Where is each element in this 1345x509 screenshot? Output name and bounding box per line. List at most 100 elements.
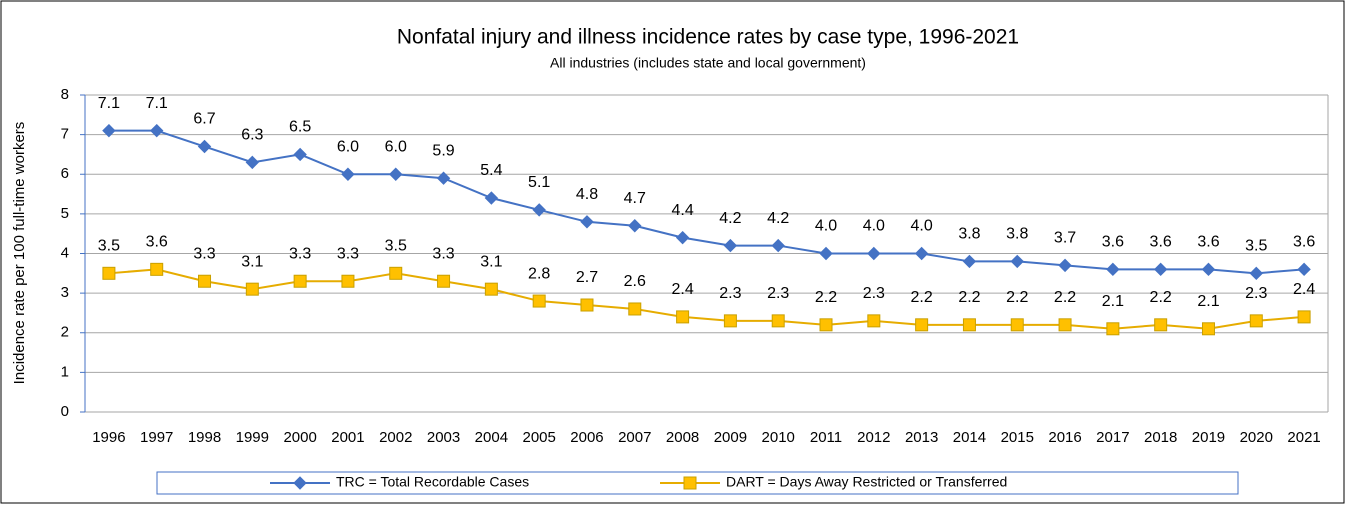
data-label: 7.1 (146, 95, 168, 112)
x-tick-label: 2019 (1192, 429, 1225, 446)
x-tick-label: 1998 (188, 429, 221, 446)
data-label: 4.0 (815, 218, 837, 235)
x-tick-label: 2002 (379, 429, 412, 446)
y-tick-label: 3 (61, 284, 69, 301)
x-tick-label: 2013 (905, 429, 938, 446)
x-tick-label: 2003 (427, 429, 460, 446)
data-label: 3.7 (1054, 230, 1076, 247)
y-tick-label: 0 (61, 403, 69, 420)
x-tick-label: 2005 (522, 429, 555, 446)
x-tick-label: 2011 (810, 429, 842, 446)
data-label: 5.4 (480, 162, 502, 179)
data-point (102, 123, 116, 138)
data-point (723, 314, 737, 328)
data-label: 3.6 (1150, 234, 1172, 251)
x-tick-label: 2016 (1048, 429, 1081, 446)
data-point (1010, 318, 1024, 332)
data-point (771, 238, 785, 253)
x-tick-label: 2014 (953, 429, 986, 446)
x-tick-label: 2018 (1144, 429, 1177, 446)
data-label: 3.5 (385, 238, 407, 255)
data-point (819, 246, 833, 261)
data-point (389, 167, 403, 181)
data-point (484, 282, 498, 296)
legend-label: DART = Days Away Restricted or Transferr… (726, 474, 1007, 490)
data-label: 4.7 (624, 190, 646, 207)
data-point (245, 155, 260, 170)
data-label: 3.8 (958, 226, 980, 243)
data-point (580, 298, 594, 312)
series-line (108, 129, 1305, 275)
y-tick-label: 5 (61, 205, 69, 222)
data-label: 6.0 (337, 138, 359, 155)
x-tick-label: 2015 (1001, 429, 1034, 446)
data-point (867, 314, 881, 328)
data-point (915, 318, 929, 332)
data-label: 2.2 (1054, 289, 1076, 306)
data-point (1297, 310, 1311, 324)
x-tick-label: 1999 (236, 429, 269, 446)
x-tick-label: 2009 (714, 429, 747, 446)
data-label: 2.1 (1102, 293, 1124, 310)
data-point (1058, 258, 1072, 273)
data-label: 2.3 (1245, 285, 1267, 302)
data-point (436, 171, 451, 185)
data-label: 3.6 (1102, 234, 1124, 251)
x-tick-label: 2010 (762, 429, 795, 446)
data-label: 3.5 (1245, 238, 1267, 255)
x-tick-label: 2008 (666, 429, 699, 446)
data-label: 4.0 (863, 218, 885, 235)
x-tick-label: 2021 (1287, 429, 1320, 446)
x-tick-label: 1996 (92, 429, 125, 446)
y-tick-label: 6 (61, 165, 69, 182)
x-tick-label: 2004 (475, 429, 508, 446)
data-point (675, 230, 690, 245)
data-label: 4.4 (671, 202, 693, 219)
data-point (962, 318, 976, 332)
data-label: 2.3 (767, 285, 789, 302)
data-label: 2.2 (1150, 289, 1172, 306)
data-label: 2.2 (1006, 289, 1028, 306)
data-label: 7.1 (98, 95, 120, 112)
data-point (245, 282, 259, 296)
data-label: 4.2 (719, 210, 741, 227)
data-point (580, 215, 594, 229)
data-point (1201, 262, 1216, 277)
data-label: 3.6 (1197, 234, 1219, 251)
x-tick-label: 1997 (140, 429, 173, 446)
x-tick-label: 2017 (1096, 429, 1129, 446)
legend-label: TRC = Total Recordable Cases (336, 474, 529, 490)
data-point (389, 266, 403, 280)
data-point (676, 310, 690, 324)
data-point (628, 302, 642, 316)
data-point (962, 254, 977, 269)
data-label: 3.5 (98, 238, 120, 255)
data-point (1153, 262, 1168, 277)
data-label: 4.2 (767, 210, 789, 227)
data-point (532, 203, 546, 217)
data-point (198, 274, 212, 288)
x-tick-label: 2012 (857, 429, 890, 446)
data-label: 4.8 (576, 186, 598, 203)
data-label: 3.1 (241, 253, 263, 270)
data-label: 2.1 (1197, 293, 1219, 310)
data-point (293, 274, 307, 288)
data-label: 3.3 (289, 245, 311, 262)
data-point (628, 219, 642, 233)
data-point (1058, 318, 1072, 332)
data-label: 3.3 (193, 245, 215, 262)
data-label: 2.2 (958, 289, 980, 306)
y-tick-label: 8 (61, 86, 69, 103)
x-tick-label: 2006 (570, 429, 603, 446)
data-label: 2.4 (671, 281, 693, 298)
x-tick-label: 2020 (1240, 429, 1273, 446)
data-point (819, 318, 833, 332)
data-label: 6.7 (193, 111, 215, 128)
y-axis-label: Incidence rate per 100 full-time workers (11, 122, 28, 385)
data-point (1249, 314, 1263, 328)
data-point (484, 191, 499, 205)
data-label: 2.4 (1293, 281, 1315, 298)
